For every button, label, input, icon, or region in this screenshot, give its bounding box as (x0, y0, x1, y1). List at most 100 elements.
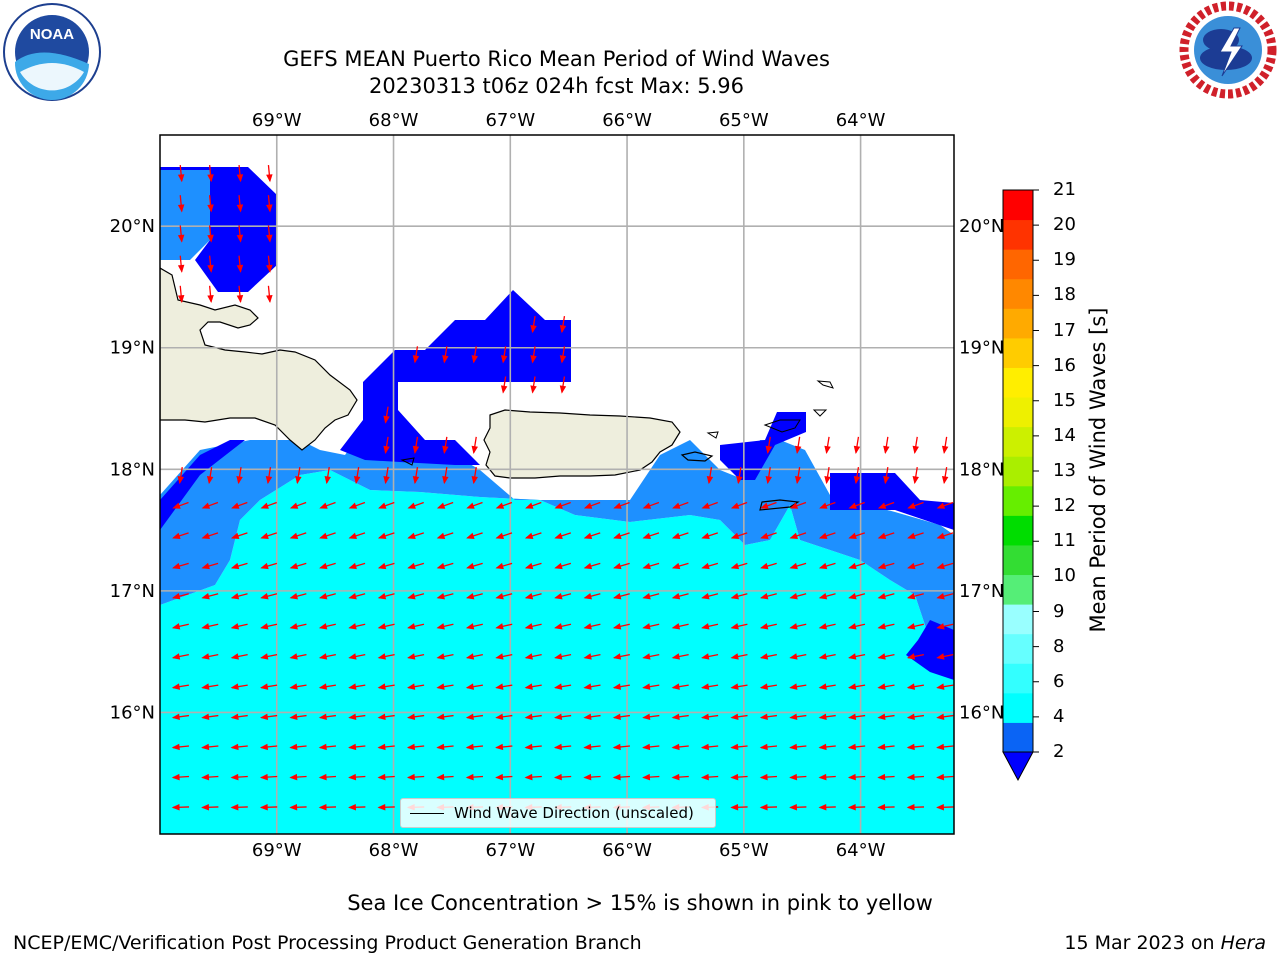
wind-direction-arrow (406, 743, 425, 751)
wind-direction-arrow (642, 501, 660, 509)
wind-direction-arrow (554, 623, 572, 630)
x-tick-label-top: 69°W (252, 110, 302, 131)
wind-direction-arrow (730, 683, 748, 690)
wind-direction-arrow (789, 653, 807, 660)
wind-direction-arrow (877, 532, 895, 539)
wind-direction-arrow (407, 653, 425, 660)
wind-direction-arrow (730, 532, 748, 539)
colorbar-band (1003, 278, 1033, 309)
wind-direction-arrow (259, 773, 278, 781)
wind-direction-arrow (672, 501, 689, 509)
y-tick-label-right: 18°N (959, 459, 1004, 480)
y-tick-label-left: 19°N (110, 338, 155, 359)
colorbar-band (1003, 367, 1033, 398)
wind-direction-arrow (348, 562, 366, 570)
wind-direction-arrow (883, 466, 890, 485)
colorbar-band (1003, 515, 1033, 546)
wind-direction-arrow (377, 562, 395, 570)
wind-direction-arrow (906, 773, 925, 781)
wind-direction-arrow (495, 773, 513, 781)
wind-direction-arrow (236, 164, 244, 183)
wind-direction-arrow (671, 683, 689, 690)
wind-direction-arrow (759, 773, 778, 781)
vieques-land (680, 451, 714, 462)
wind-direction-arrow (530, 376, 537, 394)
wind-direction-arrow (936, 593, 954, 600)
wind-direction-arrow (554, 562, 572, 570)
wind-direction-arrow (701, 623, 719, 630)
wind-direction-arrow (760, 501, 777, 509)
wind-direction-arrow (701, 501, 718, 509)
wind-direction-arrow (348, 743, 366, 751)
footer-machine: Hera (1220, 932, 1266, 954)
wind-direction-arrow (259, 804, 278, 811)
wind-direction-arrow (260, 653, 278, 660)
wind-direction-arrow (789, 623, 807, 630)
wind-direction-arrow (266, 225, 273, 243)
y-tick-label-right: 16°N (959, 702, 1004, 723)
wind-direction-arrow (266, 255, 273, 273)
colorbar-tick-label: 14 (1053, 424, 1076, 446)
y-tick-label-left: 16°N (110, 702, 155, 723)
colorbar-tick-label: 21 (1053, 179, 1076, 200)
st-croix-land (759, 499, 800, 511)
period-band-0-2 (160, 167, 277, 292)
wind-direction-arrow (289, 683, 307, 690)
wind-direction-arrow (319, 501, 336, 509)
wind-direction-arrow (818, 532, 836, 539)
wind-direction-arrow (442, 466, 449, 485)
wind-direction-arrow (583, 593, 601, 600)
footer-date: 15 Mar 2023 on Hera (1064, 932, 1266, 954)
wind-direction-arrow (818, 653, 836, 660)
wind-direction-arrow (201, 501, 219, 509)
colorbar-band (1003, 663, 1033, 694)
wind-direction-arrow (436, 683, 454, 690)
wind-direction-arrow (847, 804, 866, 811)
wind-direction-arrow (730, 501, 748, 509)
wind-direction-arrow (412, 346, 420, 364)
wind-direction-arrow (348, 593, 366, 600)
wind-direction-arrow (583, 713, 601, 721)
wind-direction-arrow (789, 804, 807, 811)
wind-direction-arrow (848, 683, 866, 690)
wind-direction-arrow (912, 466, 919, 485)
wind-direction-arrow (583, 623, 601, 630)
wind-direction-arrow (553, 773, 572, 781)
y-tick-label-left: 20°N (110, 216, 155, 237)
wind-direction-arrow (877, 713, 895, 721)
colorbar-band (1003, 308, 1033, 339)
wind-direction-arrow (260, 562, 278, 570)
wind-direction-arrow (319, 532, 336, 539)
wind-direction-arrow (524, 532, 542, 539)
colorbar-tick-label: 13 (1053, 460, 1076, 481)
wind-direction-arrow (936, 653, 954, 660)
wind-direction-arrow (525, 501, 542, 509)
wind-direction-arrow (377, 653, 395, 660)
wind-direction-arrow (289, 743, 307, 751)
period-band-2-4 (160, 420, 954, 670)
wind-direction-arrow (353, 466, 361, 485)
wind-direction-arrow (171, 653, 189, 660)
wind-direction-arrow (789, 501, 807, 509)
wind-direction-arrow (201, 532, 219, 539)
wind-direction-arrow (495, 562, 513, 570)
wind-direction-arrow (207, 255, 214, 273)
wind-direction-arrow (853, 466, 861, 485)
wind-direction-arrow (207, 195, 214, 213)
wind-direction-arrow (530, 315, 537, 334)
wind-direction-arrow (207, 225, 214, 243)
wind-direction-arrow (177, 255, 185, 273)
wind-direction-arrow (671, 562, 689, 570)
wind-direction-arrow (847, 713, 866, 721)
wind-direction-arrow (377, 532, 395, 539)
wind-direction-arrow (700, 713, 719, 721)
wind-direction-arrow (583, 653, 601, 660)
x-tick-label-top: 68°W (369, 110, 419, 131)
wind-direction-arrow (236, 255, 244, 273)
wind-direction-arrow (642, 743, 660, 751)
colorbar-tick-label: 16 (1053, 354, 1076, 376)
wind-direction-arrow (553, 713, 572, 721)
wind-direction-arrow (936, 773, 954, 781)
wind-direction-arrow (495, 653, 513, 660)
wind-direction-arrow (730, 623, 748, 630)
